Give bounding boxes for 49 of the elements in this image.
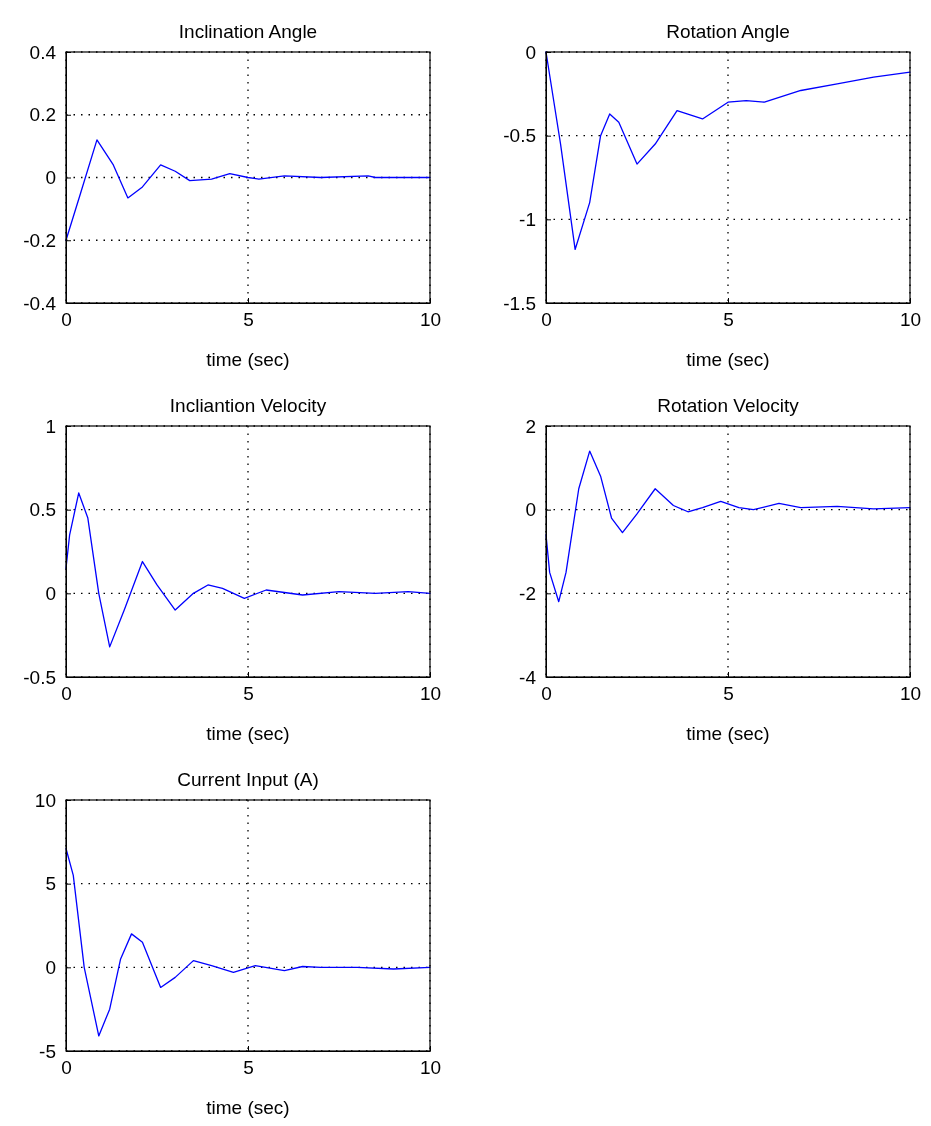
- x-tick-label: 0: [61, 1057, 72, 1079]
- x-tick-label: 10: [419, 683, 442, 705]
- y-tick-label: 0: [45, 582, 56, 604]
- x-tick-label: 5: [243, 1057, 254, 1079]
- x-tick-label: 10: [899, 683, 922, 705]
- y-tick-label: 10: [34, 789, 56, 811]
- chart-title: Current Input (A): [177, 769, 319, 790]
- chart-title: Incliantion Velocity: [169, 395, 327, 416]
- chart-title: Rotation Velocity: [657, 395, 800, 416]
- y-tick-label: 0.2: [29, 104, 56, 126]
- line-series: [65, 492, 431, 648]
- line-series: [545, 450, 911, 603]
- chart-title: Rotation Angle: [666, 21, 790, 42]
- x-tick-label: 5: [243, 683, 254, 705]
- y-tick-label: 0.4: [29, 41, 57, 63]
- y-tick-label: 1: [45, 415, 56, 437]
- x-tick-label: 0: [61, 683, 72, 705]
- y-tick-label: -0.2: [23, 229, 56, 251]
- x-tick-label: 5: [723, 683, 734, 705]
- y-tick-label: 0.5: [29, 499, 56, 521]
- y-tick-label: 2: [525, 415, 536, 437]
- x-tick-label: 5: [723, 309, 734, 331]
- y-tick-label: -2: [519, 582, 536, 604]
- x-tick-label: 10: [419, 1057, 442, 1079]
- x-tick-label: 10: [419, 309, 442, 331]
- y-tick-label: 5: [45, 873, 56, 895]
- chart-title: Inclination Angle: [178, 21, 318, 42]
- y-tick-label: -0.5: [503, 125, 536, 147]
- x-axis-title: time (sec): [686, 349, 770, 370]
- y-tick-label: -1.5: [503, 292, 536, 314]
- y-tick-label: 0: [525, 41, 536, 63]
- y-tick-label: 0: [45, 167, 56, 189]
- x-tick-label: 5: [243, 309, 254, 331]
- y-tick-label: -4: [519, 666, 537, 688]
- y-tick-label: -0.5: [23, 666, 56, 688]
- y-tick-label: 0: [45, 956, 56, 978]
- x-axis-title: time (sec): [206, 723, 290, 744]
- x-tick-label: 0: [541, 309, 552, 331]
- x-axis-title: time (sec): [206, 349, 290, 370]
- x-tick-label: 0: [541, 683, 552, 705]
- line-series: [65, 139, 431, 241]
- y-tick-label: 0: [525, 499, 536, 521]
- x-tick-label: 0: [61, 309, 72, 331]
- x-axis-title: time (sec): [206, 1097, 290, 1118]
- y-tick-label: -1: [519, 208, 536, 230]
- x-tick-label: 10: [899, 309, 922, 331]
- y-tick-label: -5: [39, 1040, 56, 1062]
- x-axis-title: time (sec): [686, 723, 770, 744]
- y-tick-label: -0.4: [23, 292, 57, 314]
